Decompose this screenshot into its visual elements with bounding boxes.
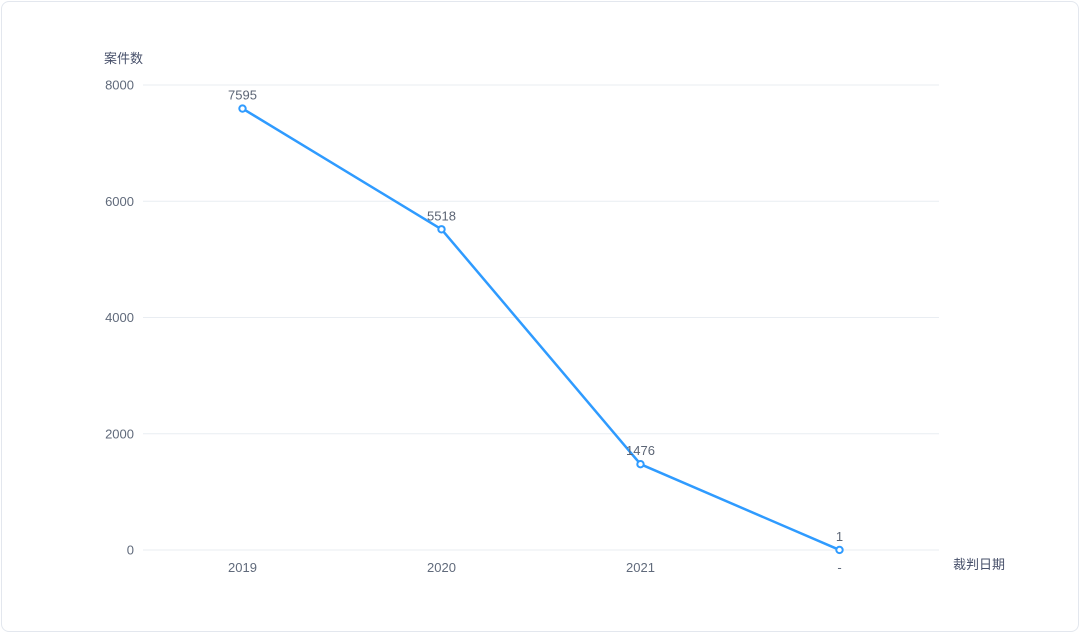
data-point-label: 1 (836, 529, 843, 544)
data-point-marker[interactable] (835, 545, 844, 555)
y-tick-label: 8000 (105, 78, 134, 93)
data-point-marker[interactable] (437, 225, 446, 234)
y-tick-label: 0 (127, 543, 134, 558)
data-point-label: 1476 (626, 443, 655, 458)
x-tick-label: 2019 (228, 560, 257, 575)
x-tick-label: 2021 (626, 560, 655, 575)
x-tick-label: 2020 (427, 560, 456, 575)
data-point-label: 5518 (427, 208, 456, 223)
x-tick-label: - (837, 560, 841, 575)
y-tick-label: 2000 (105, 426, 134, 441)
series-line (241, 107, 841, 552)
y-tick-label: 4000 (105, 310, 134, 325)
data-point-marker[interactable] (636, 460, 645, 469)
x-axis-title: 裁判日期 (953, 557, 1006, 572)
y-axis-title: 案件数 (104, 51, 144, 66)
data-point-marker[interactable] (238, 104, 247, 113)
y-tick-label: 6000 (105, 194, 134, 209)
data-point-label: 7595 (228, 88, 257, 103)
